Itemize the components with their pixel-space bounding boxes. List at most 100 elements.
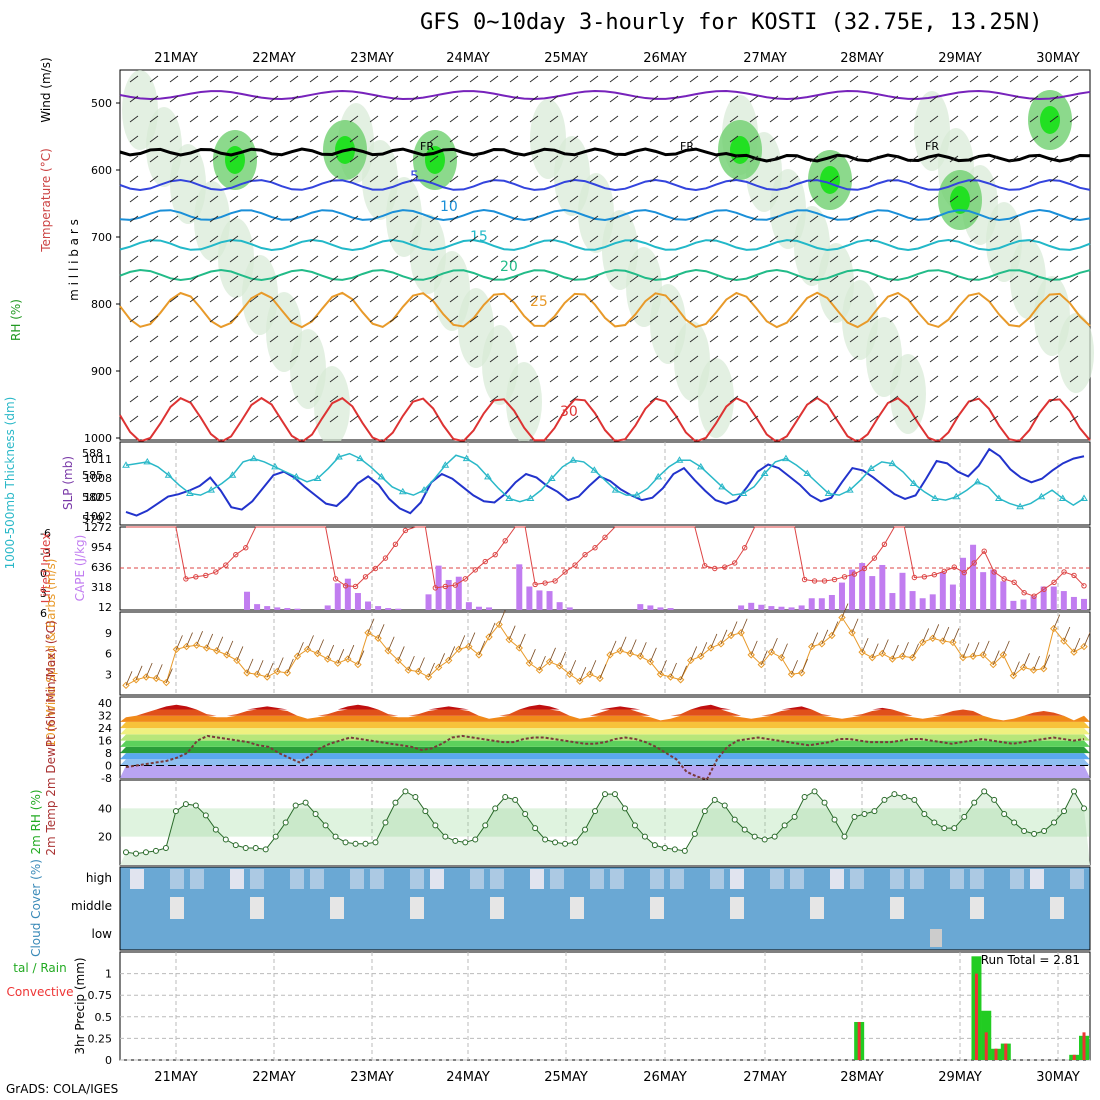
wind-barb <box>709 235 719 243</box>
wind-barb <box>569 275 579 283</box>
wind-barb <box>649 195 659 203</box>
wind-barb <box>689 355 699 363</box>
cape-bar <box>1010 600 1017 610</box>
wind-barb <box>409 295 419 303</box>
wind-barb <box>389 195 399 203</box>
wind-barb <box>949 335 959 343</box>
wind-barb <box>349 375 359 383</box>
wind-barb <box>369 175 379 183</box>
wind-barb <box>169 295 179 303</box>
middle-cloud-gap <box>570 897 584 919</box>
high-cloud-gap <box>850 869 864 889</box>
wind-barb-10m <box>871 643 879 658</box>
wind-barb <box>689 175 699 183</box>
wind-barb <box>449 235 459 243</box>
wind-barb <box>329 295 339 303</box>
rh-marker <box>781 822 788 829</box>
dewpoint-line <box>125 734 1085 781</box>
rh-marker <box>921 811 928 817</box>
wind-barb <box>789 95 799 103</box>
wind-barb <box>329 395 339 403</box>
wind-speed-marker <box>404 666 413 674</box>
middle-cloud-gap <box>170 897 184 919</box>
wind-speed-marker <box>717 640 725 648</box>
wind-barb <box>249 95 259 103</box>
wind-barb <box>529 215 539 223</box>
wind-barb <box>609 235 619 243</box>
wind-barb <box>469 335 479 343</box>
wind-barb <box>129 275 139 283</box>
wind-barb <box>669 155 679 163</box>
wind-barb-10m <box>851 618 859 633</box>
wind-barb <box>249 215 259 223</box>
li-marker <box>941 568 947 574</box>
wind-barb <box>429 255 439 263</box>
li-marker <box>442 583 449 590</box>
thickness-marker <box>845 486 854 493</box>
precip-convective-bar <box>974 973 978 1060</box>
wind-barb <box>869 75 879 83</box>
wind-barb-10m <box>892 644 899 660</box>
wind-barb <box>249 175 259 183</box>
wind-barb <box>1069 95 1079 103</box>
li-tick: -3 <box>40 547 51 560</box>
precip-tick: 0.5 <box>95 1011 113 1024</box>
wind-barb <box>969 275 979 283</box>
wind-barb <box>1009 95 1019 103</box>
wind-barb <box>389 135 399 143</box>
wind-speed-marker <box>1070 648 1078 656</box>
wind-barb <box>489 235 499 243</box>
wind-barb-10m <box>619 636 627 651</box>
wind-barb <box>169 215 179 223</box>
li-marker <box>821 578 828 584</box>
wind-barb <box>169 375 179 383</box>
rh-marker <box>562 840 569 847</box>
wind-barb <box>329 315 339 323</box>
wind-barb <box>889 135 899 143</box>
wind-barb <box>189 295 199 303</box>
wind-barb <box>309 415 319 423</box>
rh-marker <box>452 837 459 844</box>
li-marker <box>911 574 918 581</box>
wind-speed-marker <box>908 653 917 662</box>
wind-barb-10m <box>266 662 274 678</box>
rh-marker <box>492 805 499 812</box>
high-cloud-gap <box>670 869 684 889</box>
cape-bar <box>949 584 956 610</box>
cape-bar <box>919 598 926 610</box>
wind-barb <box>1029 275 1039 283</box>
wind-barb <box>749 275 759 283</box>
wind-barb <box>469 175 479 183</box>
wind-barb-10m <box>902 642 909 657</box>
wind-barb <box>209 235 219 243</box>
li-marker <box>861 565 868 572</box>
wind-barb <box>629 235 639 243</box>
date-label-bottom: 30MAY <box>1036 1070 1080 1085</box>
high-cloud-gap <box>890 869 904 889</box>
wind-speed-marker <box>313 649 322 658</box>
wind-barb <box>809 335 819 343</box>
wind-barb <box>229 295 239 303</box>
rh-marker <box>332 833 339 840</box>
wind-barb <box>349 255 359 263</box>
wind-barb <box>889 355 899 363</box>
wind-barb <box>1029 355 1039 363</box>
thickness-marker <box>888 459 897 467</box>
wind-barb <box>869 155 879 163</box>
wind-barb <box>1049 215 1059 223</box>
high-cloud-gap <box>550 869 564 889</box>
isotherm-label: 25 <box>530 294 548 310</box>
wind-barb <box>769 175 779 183</box>
wind-barb-10m <box>760 650 768 665</box>
wind-barb <box>509 315 519 323</box>
wind-barb <box>249 295 259 303</box>
wind-barb <box>349 155 359 163</box>
wind-barb <box>509 155 519 163</box>
wind-barb <box>409 135 419 143</box>
rh-marker <box>502 794 509 800</box>
wind-barb <box>669 395 679 403</box>
li-marker <box>542 580 548 586</box>
temp-color-band <box>120 728 1090 735</box>
rh-marker <box>931 819 938 826</box>
wind-barb <box>389 295 399 303</box>
